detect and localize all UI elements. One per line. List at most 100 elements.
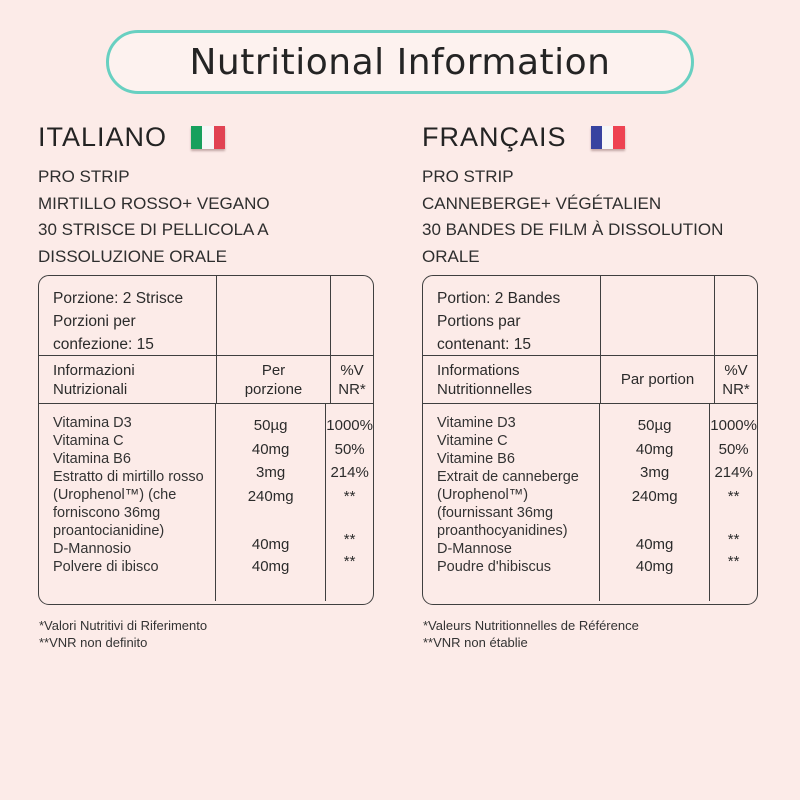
- nutrient-amounts-column: 50µg 40mg 3mg 240mg 40mg 40mg: [216, 404, 327, 601]
- nutrient-names-column: Vitamina D3 Vitamina C Vitamina B6 Estra…: [39, 404, 216, 601]
- nutrient-amount: 40mg: [251, 440, 290, 458]
- footnote-line: **VNR non definito: [39, 635, 148, 650]
- flag-stripe: [590, 125, 602, 149]
- nutrient-amount: 240mg: [631, 487, 678, 505]
- product-line: CANNEBERGE+ VÉGÉTALIEN: [422, 193, 662, 213]
- nutrient-pct: **: [727, 553, 740, 570]
- nutrient-amounts-column: 50µg 40mg 3mg 240mg 40mg 40mg: [600, 404, 711, 601]
- nutrient-pct: **: [343, 553, 356, 570]
- header-info-label: Informations Nutritionnelles: [437, 361, 533, 398]
- nutrient-pct: 50%: [334, 440, 365, 458]
- pct-nrv-label: %V NR*: [338, 361, 366, 398]
- serving-line: Portions par: [437, 313, 521, 330]
- nutrient-name: Vitamine C: [437, 433, 508, 449]
- header-row: Informations Nutritionnelles Par portion…: [423, 356, 757, 404]
- empty-cell: [331, 276, 373, 355]
- nutrient-amount: 40mg: [251, 558, 290, 575]
- empty-cell: [601, 276, 715, 355]
- nutrient-names-column: Vitamine D3 Vitamine C Vitamine B6 Extra…: [423, 404, 600, 601]
- nutrient-name: Extrait de canneberge (Urophenol™) (four…: [437, 469, 579, 539]
- nutrient-name: Poudre d'hibiscus: [437, 559, 552, 575]
- product-description: PRO STRIP MIRTILLO ROSSO+ VEGANO 30 STRI…: [38, 164, 374, 270]
- nutrient-amount: 50µg: [253, 417, 288, 434]
- nutrient-name: D-Mannosio: [53, 541, 132, 557]
- section-french: FRANÇAIS PRO STRIP CANNEBERGE+ VÉGÉTALIE…: [422, 120, 758, 650]
- nutrient-pct: **: [727, 531, 740, 548]
- nutrient-name: Vitamine B6: [437, 451, 515, 467]
- nutrient-name: Polvere di ibisco: [53, 559, 159, 575]
- flag-stripe: [613, 125, 625, 149]
- header-row: Informazioni Nutrizionali Per porzione %…: [39, 356, 373, 404]
- header-pct-cell: %V NR*: [715, 356, 757, 403]
- section-heading: FRANÇAIS: [422, 121, 567, 152]
- nutrient-body-row: Vitamina D3 Vitamina C Vitamina B6 Estra…: [39, 404, 373, 601]
- product-line: ORALE: [422, 246, 480, 266]
- nutrition-table-french: Portion: 2 Bandes Portions par contenant…: [422, 275, 758, 605]
- product-line: 30 BANDES DE FILM À DISSOLUTION: [422, 220, 724, 239]
- page-title: Nutritional Information: [189, 41, 611, 83]
- france-flag-icon: [590, 125, 625, 149]
- nutrient-amount: 40mg: [251, 536, 290, 553]
- empty-cell: [217, 276, 331, 355]
- serving-row: Portion: 2 Bandes Portions par contenant…: [423, 276, 757, 356]
- nutrient-pct: 1000%: [710, 417, 757, 434]
- header-info-cell: Informazioni Nutrizionali: [39, 356, 217, 403]
- footnote-line: *Valeurs Nutritionnelles de Référence: [423, 618, 639, 633]
- product-description: PRO STRIP CANNEBERGE+ VÉGÉTALIEN 30 BAND…: [422, 164, 758, 270]
- italy-flag-icon: [191, 125, 226, 149]
- serving-line: Portion: 2 Bandes: [437, 290, 561, 307]
- serving-line: Porzione: 2 Strisce: [53, 290, 184, 307]
- empty-cell: [715, 276, 757, 355]
- flag-stripe: [601, 125, 614, 149]
- product-line: MIRTILLO ROSSO+ VEGANO: [38, 193, 270, 213]
- serving-line: confezione: 15: [53, 336, 154, 353]
- nutrient-pct: 1000%: [326, 417, 373, 434]
- nutrient-body-row: Vitamine D3 Vitamine C Vitamine B6 Extra…: [423, 404, 757, 601]
- serving-line: Porzioni per: [53, 313, 136, 330]
- nutrient-name: Vitamina B6: [53, 451, 131, 467]
- nutrient-name: Estratto di mirtillo rosso (Urophenol™) …: [53, 469, 204, 539]
- per-serving-label: Par portion: [620, 371, 695, 388]
- nutrient-amount: 40mg: [635, 558, 674, 575]
- nutrient-amount: 40mg: [635, 536, 674, 553]
- footnotes-italian: *Valori Nutritivi di Riferimento **VNR n…: [39, 617, 207, 651]
- french-heading-row: FRANÇAIS: [422, 120, 758, 154]
- footnotes-french: *Valeurs Nutritionnelles de Référence **…: [423, 617, 639, 651]
- product-line: PRO STRIP: [38, 167, 130, 186]
- nutrient-amount: 50µg: [637, 417, 672, 434]
- nutrient-amount: 3mg: [640, 464, 670, 481]
- product-line: 30 STRISCE DI PELLICOLA A: [38, 220, 269, 239]
- nutrient-pct-column: 1000% 50% 214% ** ** **: [326, 404, 373, 601]
- nutrient-pct: **: [727, 487, 740, 505]
- section-italian: ITALIANO PRO STRIP MIRTILLO ROSSO+ VEGAN…: [38, 120, 374, 650]
- serving-info-cell: Portion: 2 Bandes Portions par contenant…: [423, 276, 601, 355]
- header-per-serving-cell: Per porzione: [217, 356, 331, 403]
- serving-info-cell: Porzione: 2 Strisce Porzioni per confezi…: [39, 276, 217, 355]
- per-serving-label: Per porzione: [244, 361, 303, 398]
- header-info-cell: Informations Nutritionnelles: [423, 356, 601, 403]
- nutrient-pct-column: 1000% 50% 214% ** ** **: [710, 404, 757, 601]
- nutrient-name: Vitamina D3: [53, 415, 132, 431]
- title-pill: Nutritional Information: [106, 30, 694, 94]
- nutrient-pct: 50%: [718, 440, 749, 458]
- nutrient-amount: 3mg: [256, 464, 286, 481]
- flag-stripe: [191, 125, 203, 149]
- nutrient-pct: **: [343, 531, 356, 548]
- nutrient-amount: 240mg: [247, 487, 294, 505]
- product-line: PRO STRIP: [422, 167, 514, 186]
- serving-row: Porzione: 2 Strisce Porzioni per confezi…: [39, 276, 373, 356]
- nutrient-amount: 40mg: [635, 440, 674, 458]
- nutrition-table-italian: Porzione: 2 Strisce Porzioni per confezi…: [38, 275, 374, 605]
- flag-stripe: [213, 125, 226, 149]
- serving-line: contenant: 15: [437, 336, 531, 353]
- nutrient-pct: 214%: [330, 464, 369, 481]
- footnote-line: **VNR non établie: [423, 635, 528, 650]
- footnote-line: *Valori Nutritivi di Riferimento: [39, 618, 208, 633]
- product-line: DISSOLUZIONE ORALE: [38, 246, 227, 266]
- nutrient-name: Vitamina C: [53, 433, 124, 449]
- section-heading: ITALIANO: [38, 121, 168, 152]
- italian-heading-row: ITALIANO: [38, 120, 374, 154]
- nutrient-pct: 214%: [714, 464, 753, 481]
- header-pct-cell: %V NR*: [331, 356, 373, 403]
